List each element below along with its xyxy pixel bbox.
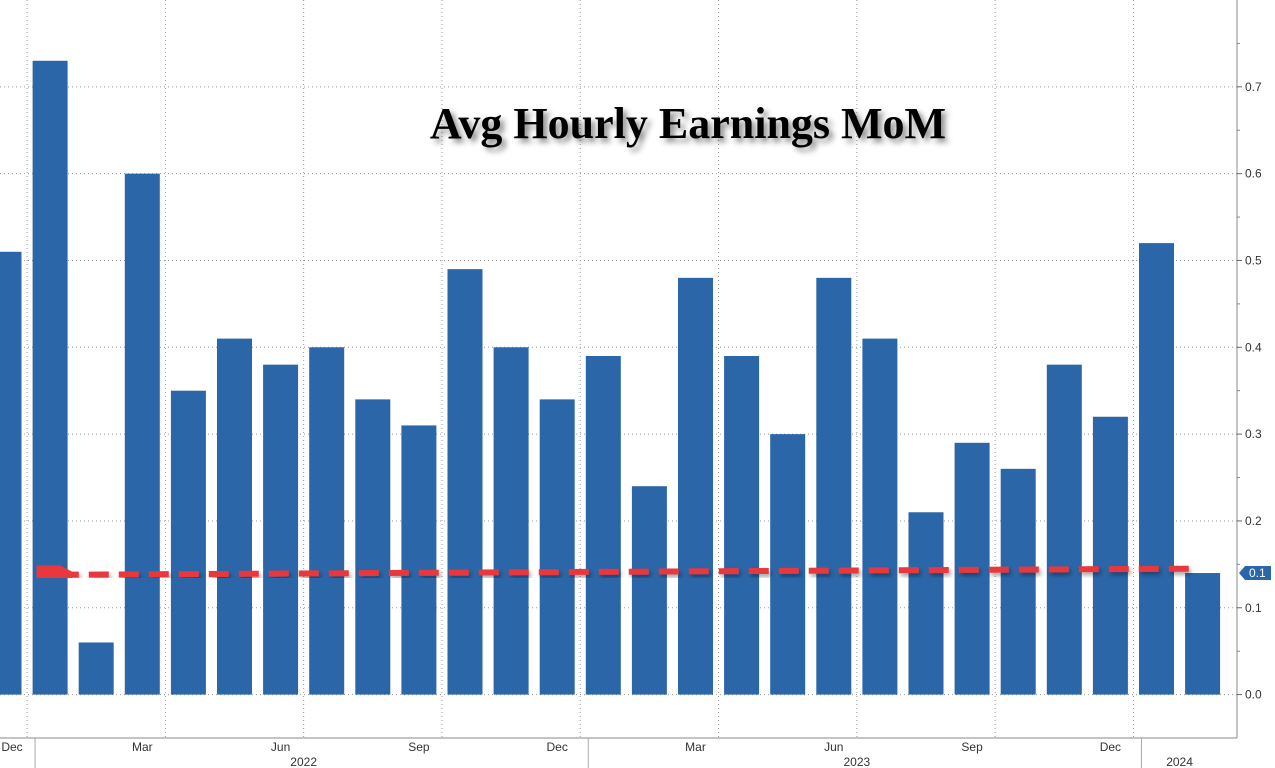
x-tick-label: Jun [824,740,843,754]
bar [78,642,114,695]
bar [1092,416,1128,695]
bar [770,434,806,695]
bar [862,338,898,695]
year-label: 2022 [290,755,317,768]
y-tick-label: 0.5 [1245,253,1262,267]
bar [585,355,621,695]
bar [1185,573,1221,695]
grid-lines [0,0,1237,738]
x-tick-label: Sep [961,740,983,754]
year-label: 2023 [843,755,870,768]
bar [263,364,299,695]
y-tick-label: 0.2 [1245,514,1262,528]
y-tick-label: 0.7 [1245,80,1262,94]
bar [124,173,160,695]
bar [1046,364,1082,695]
bar [539,399,575,695]
bar [355,399,391,695]
y-tick-label: 0.1 [1245,601,1262,615]
last-value-label: 0.1 [1249,566,1266,580]
y-tick-label: 0.0 [1245,688,1262,702]
bar [32,60,68,695]
bar [678,277,713,695]
bar [401,425,437,695]
bar [908,512,944,695]
bar [447,269,483,695]
bar [724,355,760,695]
annotation-arrow [23,544,1189,605]
x-tick-label: Dec [1,740,22,754]
x-tick-label: Dec [547,740,568,754]
bar [217,338,252,695]
bar [1139,243,1174,695]
x-tick-label: Sep [408,740,430,754]
dashed-arrow-line [23,544,1189,605]
y-tick-label: 0.3 [1245,427,1262,441]
y-tick-label: 0.6 [1245,167,1262,181]
bar [816,277,852,695]
year-label: 2024 [1166,755,1193,768]
bar [170,390,206,695]
x-tick-label: Dec [1100,740,1121,754]
x-tick-label: Mar [132,740,153,754]
bar [493,347,529,695]
last-value-badge [1239,566,1271,581]
bar [0,251,22,695]
bar [1000,468,1036,695]
bars [0,60,1221,695]
bar [309,347,345,695]
x-tick-label: Mar [685,740,706,754]
bar [631,486,667,695]
chart-title: Avg Hourly Earnings MoM [430,99,946,148]
y-tick-label: 0.4 [1245,340,1262,354]
x-tick-label: Jun [271,740,290,754]
